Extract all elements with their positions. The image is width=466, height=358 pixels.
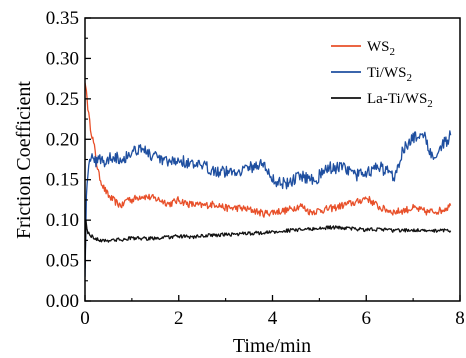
y-tick-label: 0.25 (46, 89, 79, 110)
y-tick-label: 0.05 (46, 251, 79, 272)
y-axis-title: Friction Coefficient (13, 81, 35, 239)
legend-label: La-Ti/WS2 (367, 91, 433, 110)
series-line-ti-ws2 (85, 130, 452, 277)
labels-layer: 0 2 4 6 8 0.00 0.05 0.10 0.15 0.20 0.25 0.30 0.35 (46, 8, 465, 329)
x-axis-title: Time/min (233, 335, 311, 357)
legend: WS2 Ti/WS2 La-Ti/WS2 (331, 39, 433, 110)
legend-label: Ti/WS2 (367, 65, 412, 84)
series-line-ws2 (85, 82, 452, 218)
y-tick-label: 0.35 (46, 8, 79, 29)
ticks-layer (84, 17, 461, 302)
y-tick-label: 0.30 (46, 48, 79, 69)
plot-frame (84, 17, 461, 302)
x-tick-label: 6 (362, 308, 372, 329)
x-tick-label: 2 (174, 308, 184, 329)
series-line-la-ti-ws2 (85, 219, 452, 269)
y-tick-label: 0.10 (46, 210, 79, 231)
series-layer (85, 82, 452, 277)
y-tick-label: 0.00 (46, 291, 79, 312)
legend-label: WS2 (367, 39, 395, 58)
x-tick-label: 0 (80, 308, 90, 329)
y-tick-label: 0.20 (46, 129, 79, 150)
y-tick-label: 0.15 (46, 170, 79, 191)
x-tick-label: 4 (268, 308, 278, 329)
x-tick-label: 8 (455, 308, 465, 329)
